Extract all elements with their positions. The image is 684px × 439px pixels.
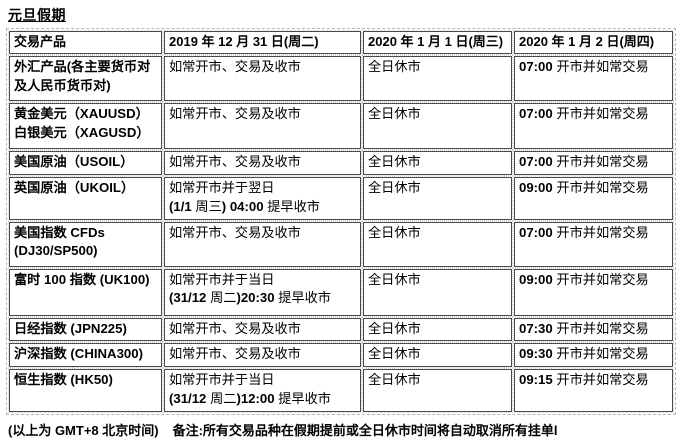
remark-note: 备注:所有交易品种在假期提前或全日休市时间将自动取消所有挂单l bbox=[172, 422, 558, 438]
footer-note: (以上为 GMT+8 北京时间) 备注:所有交易品种在假期提前或全日休市时间将自动… bbox=[8, 420, 684, 439]
dec31-schedule-cell: 如常开市、交易及收市 bbox=[163, 150, 362, 177]
table-row: 外汇产品(各主要货币对 及人民币货币对) 如常开市、交易及收市 全日休市 07:… bbox=[8, 55, 674, 103]
timezone-note: (以上为 GMT+8 北京时间) bbox=[8, 422, 159, 438]
jan2-schedule-cell: 07:00 开市并如常交易 bbox=[513, 150, 674, 177]
dec31-schedule-cell: 如常开市并于当日 (31/12 周二)12:00 提早收市 bbox=[163, 368, 362, 413]
jan1-schedule-cell: 全日休市 bbox=[362, 102, 513, 151]
table-row: 美国原油（USOIL） 如常开市、交易及收市 全日休市 07:00 开市并如常交… bbox=[8, 150, 674, 177]
table-row: 日经指数 (JPN225) 如常开市、交易及收市 全日休市 07:30 开市并如… bbox=[8, 316, 674, 343]
jan1-schedule-cell: 全日休市 bbox=[362, 316, 513, 343]
jan2-schedule-cell: 09:00 开市并如常交易 bbox=[513, 267, 674, 317]
dec31-schedule-cell: 如常开市并于当日 (31/12 周二)20:30 提早收市 bbox=[163, 267, 362, 317]
jan2-schedule-cell: 07:00 开市并如常交易 bbox=[513, 220, 674, 268]
header-dec31: 2019 年 12 月 31 日(周二) bbox=[163, 29, 362, 56]
product-cell: 日经指数 (JPN225) bbox=[8, 316, 163, 343]
product-cell: 美国原油（USOIL） bbox=[8, 150, 163, 177]
jan2-schedule-cell: 07:30 开市并如常交易 bbox=[513, 316, 674, 343]
jan2-schedule-cell: 09:00 开市并如常交易 bbox=[513, 176, 674, 221]
dec31-schedule-cell: 如常开市、交易及收市 bbox=[163, 316, 362, 343]
table-row: 富时 100 指数 (UK100) 如常开市并于当日 (31/12 周二)20:… bbox=[8, 267, 674, 317]
jan1-schedule-cell: 全日休市 bbox=[362, 150, 513, 177]
product-cell: 沪深指数 (CHINA300) bbox=[8, 342, 163, 369]
header-jan1: 2020 年 1 月 1 日(周三) bbox=[362, 29, 513, 56]
page-title: 元旦假期 bbox=[8, 7, 66, 23]
product-cell: 美国指数 CFDs (DJ30/SP500) bbox=[8, 220, 163, 268]
table-row: 英国原油（UKOIL） 如常开市并于翌日 (1/1 周三) 04:00 提早收市… bbox=[8, 176, 674, 221]
header-product: 交易产品 bbox=[8, 29, 163, 56]
product-cell: 英国原油（UKOIL） bbox=[8, 176, 163, 221]
jan1-schedule-cell: 全日休市 bbox=[362, 342, 513, 369]
product-cell: 黄金美元（XAUUSD） 白银美元（XAGUSD） bbox=[8, 102, 163, 151]
dec31-schedule-cell: 如常开市、交易及收市 bbox=[163, 102, 362, 151]
table-header-row: 交易产品 2019 年 12 月 31 日(周二) 2020 年 1 月 1 日… bbox=[8, 29, 674, 56]
holiday-schedule-table: 交易产品 2019 年 12 月 31 日(周二) 2020 年 1 月 1 日… bbox=[6, 28, 676, 415]
table-row: 沪深指数 (CHINA300) 如常开市、交易及收市 全日休市 09:30 开市… bbox=[8, 342, 674, 369]
jan1-schedule-cell: 全日休市 bbox=[362, 368, 513, 413]
table-row: 美国指数 CFDs (DJ30/SP500) 如常开市、交易及收市 全日休市 0… bbox=[8, 220, 674, 268]
jan1-schedule-cell: 全日休市 bbox=[362, 55, 513, 103]
holiday-table-body: 外汇产品(各主要货币对 及人民币货币对) 如常开市、交易及收市 全日休市 07:… bbox=[8, 55, 674, 413]
product-cell: 恒生指数 (HK50) bbox=[8, 368, 163, 413]
jan1-schedule-cell: 全日休市 bbox=[362, 176, 513, 221]
table-row: 黄金美元（XAUUSD） 白银美元（XAGUSD） 如常开市、交易及收市 全日休… bbox=[8, 102, 674, 151]
jan2-schedule-cell: 09:30 开市并如常交易 bbox=[513, 342, 674, 369]
jan1-schedule-cell: 全日休市 bbox=[362, 220, 513, 268]
jan2-schedule-cell: 07:00 开市并如常交易 bbox=[513, 102, 674, 151]
product-cell: 外汇产品(各主要货币对 及人民币货币对) bbox=[8, 55, 163, 103]
jan2-schedule-cell: 07:00 开市并如常交易 bbox=[513, 55, 674, 103]
dec31-schedule-cell: 如常开市并于翌日 (1/1 周三) 04:00 提早收市 bbox=[163, 176, 362, 221]
dec31-schedule-cell: 如常开市、交易及收市 bbox=[163, 342, 362, 369]
dec31-schedule-cell: 如常开市、交易及收市 bbox=[163, 220, 362, 268]
jan1-schedule-cell: 全日休市 bbox=[362, 267, 513, 317]
header-jan2: 2020 年 1 月 2 日(周四) bbox=[513, 29, 674, 56]
jan2-schedule-cell: 09:15 开市并如常交易 bbox=[513, 368, 674, 413]
dec31-schedule-cell: 如常开市、交易及收市 bbox=[163, 55, 362, 103]
product-cell: 富时 100 指数 (UK100) bbox=[8, 267, 163, 317]
table-row: 恒生指数 (HK50) 如常开市并于当日 (31/12 周二)12:00 提早收… bbox=[8, 368, 674, 413]
